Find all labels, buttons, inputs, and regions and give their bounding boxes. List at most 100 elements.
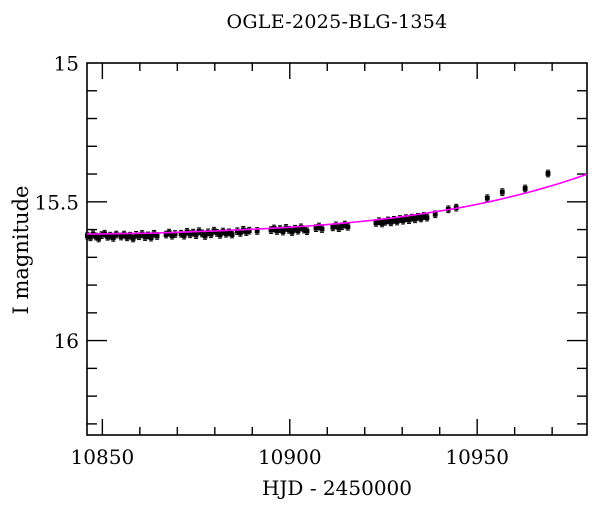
data-point	[220, 229, 226, 234]
plot-frame	[86, 62, 588, 436]
data-point	[193, 232, 199, 238]
data-point	[415, 214, 421, 220]
data-point	[484, 195, 490, 201]
data-point	[545, 171, 551, 176]
data-point	[154, 233, 160, 239]
data-points	[84, 169, 551, 243]
x-axis-label: HJD - 2450000	[261, 476, 413, 500]
data-point	[301, 227, 307, 232]
data-point	[403, 215, 409, 221]
data-point	[169, 233, 175, 239]
data-point	[373, 220, 379, 226]
chart-title: OGLE-2025-BLG-1354	[226, 11, 448, 33]
data-point	[99, 232, 105, 238]
data-point	[163, 232, 169, 237]
data-point	[113, 232, 119, 237]
data-point	[124, 234, 130, 240]
x-tick-label: 10900	[258, 445, 322, 469]
data-point	[254, 228, 260, 234]
x-tick-label: 10950	[445, 445, 509, 469]
data-point	[406, 217, 412, 223]
data-point	[229, 232, 235, 237]
data-point	[424, 215, 430, 221]
data-point	[336, 225, 342, 231]
data-point	[178, 231, 184, 237]
data-point	[432, 211, 438, 217]
data-point	[110, 235, 116, 241]
data-point	[289, 229, 295, 235]
data-point	[304, 228, 310, 234]
y-tick-label: 16	[54, 329, 79, 353]
data-point	[234, 228, 240, 234]
model-curve	[86, 173, 588, 235]
data-point	[295, 228, 301, 234]
data-point	[421, 213, 427, 219]
data-point	[142, 234, 148, 240]
y-tick-label: 15	[54, 52, 79, 76]
data-point	[84, 233, 90, 239]
data-point	[172, 231, 178, 237]
data-point	[385, 218, 391, 223]
data-point	[376, 218, 382, 224]
data-point	[190, 230, 196, 236]
data-point	[226, 229, 232, 235]
data-point	[148, 235, 154, 241]
data-point	[333, 223, 339, 228]
y-tick-labels: 15 15.5 16	[34, 52, 79, 354]
data-point	[246, 228, 252, 234]
data-point	[208, 231, 214, 237]
data-point	[199, 231, 205, 236]
data-point	[87, 234, 93, 240]
data-point	[121, 232, 127, 237]
data-point	[409, 215, 415, 221]
data-point	[394, 219, 400, 224]
data-point	[133, 232, 139, 238]
data-point	[107, 233, 113, 239]
data-point	[274, 228, 280, 234]
x-tick-label: 10850	[71, 445, 135, 469]
x-tick-labels: 10850 10900 10950	[71, 445, 509, 469]
data-point	[316, 224, 322, 229]
data-point	[187, 231, 193, 237]
data-point	[237, 230, 243, 236]
data-point	[268, 227, 274, 233]
data-point	[223, 231, 229, 237]
data-point	[400, 218, 406, 224]
data-point	[382, 219, 388, 225]
data-point	[499, 189, 505, 195]
data-point	[205, 229, 211, 235]
data-point	[388, 219, 394, 225]
data-point	[202, 233, 208, 239]
data-point	[280, 229, 286, 234]
data-point	[330, 224, 336, 230]
data-point	[298, 224, 304, 230]
data-point	[96, 236, 102, 241]
data-point	[130, 236, 136, 241]
data-point	[217, 232, 223, 238]
data-point	[243, 229, 249, 235]
axis-ticks	[87, 63, 587, 435]
data-point	[214, 230, 220, 236]
data-point	[379, 221, 385, 226]
data-point	[93, 234, 99, 239]
data-point	[136, 233, 142, 239]
data-point	[342, 222, 348, 227]
data-point	[345, 224, 351, 230]
data-point	[391, 217, 397, 223]
data-point	[522, 186, 528, 191]
data-point	[313, 225, 319, 231]
data-point	[127, 233, 133, 239]
data-point	[118, 234, 124, 239]
data-point	[418, 216, 424, 221]
data-point	[145, 232, 151, 238]
data-point	[292, 226, 298, 232]
data-point	[412, 216, 418, 222]
data-point	[105, 234, 111, 240]
y-tick-label: 15.5	[34, 190, 79, 214]
data-point	[397, 216, 403, 222]
data-point	[339, 223, 345, 229]
data-point	[319, 226, 325, 232]
data-point	[277, 226, 283, 232]
